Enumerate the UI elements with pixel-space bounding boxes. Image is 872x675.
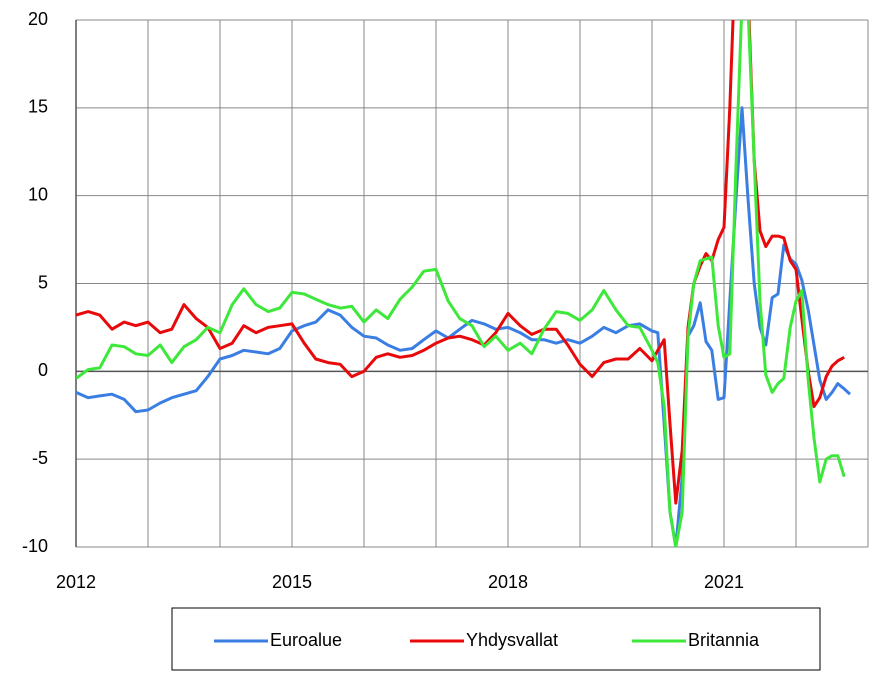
y-tick-label: 15 [28, 97, 48, 117]
y-tick-label: 10 [28, 184, 48, 204]
series-line [76, 20, 846, 547]
y-tick-label: -5 [32, 448, 48, 468]
legend: Euroalue Yhdysvallat Britannia [214, 630, 760, 650]
y-tick-label: -10 [22, 536, 48, 556]
y-tick-label: 0 [38, 360, 48, 380]
legend-label: Yhdysvallat [466, 630, 558, 650]
x-tick-label: 2021 [704, 572, 744, 592]
x-tick-label: 2018 [488, 572, 528, 592]
x-tick-label: 2015 [272, 572, 312, 592]
y-tick-label: 5 [38, 272, 48, 292]
y-tick-label: 20 [28, 9, 48, 29]
x-tick-label: 2012 [56, 572, 96, 592]
series-line [76, 106, 852, 547]
legend-box [171, 607, 821, 671]
axis-labels: -10 -5 0 5 10 15 20 2012 2015 2018 2021 [22, 9, 744, 592]
series-line [76, 20, 845, 505]
plot-area [76, 20, 852, 547]
legend-label: Euroalue [270, 630, 342, 650]
grid [75, 19, 869, 548]
legend-label: Britannia [688, 630, 760, 650]
